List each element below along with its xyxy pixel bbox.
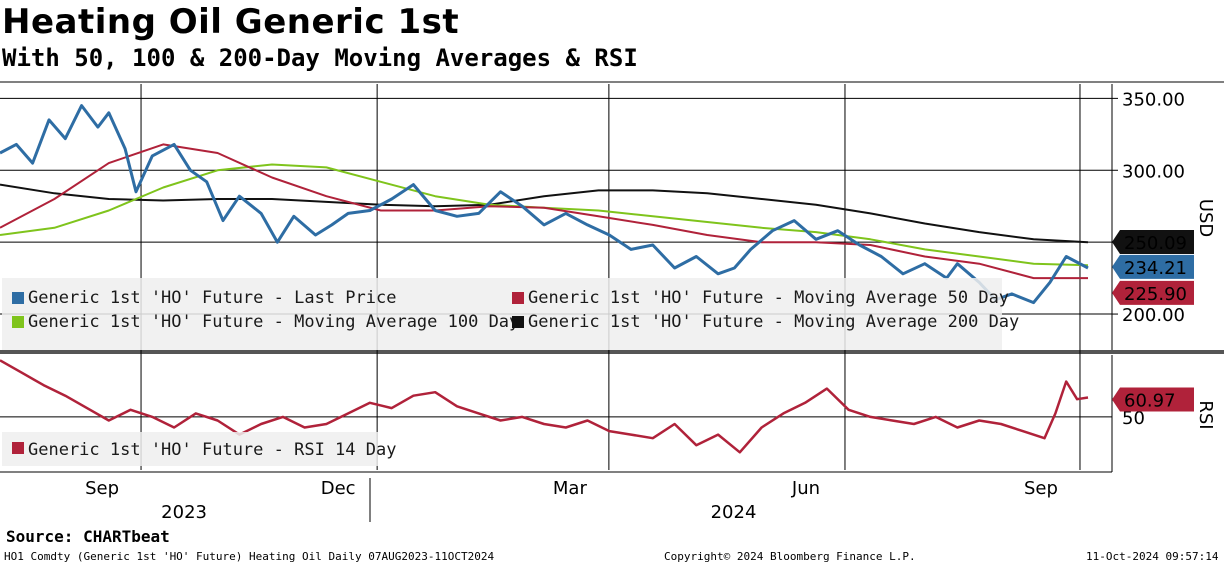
price-tick-label: 350.00 [1122,89,1185,110]
usd-axis-label: USD [1195,199,1216,237]
last-value-labels: 225.90 250.09 234.21 60.97 [1112,230,1194,412]
legend-label: Generic 1st 'HO' Future - Moving Average… [528,312,1019,332]
value-tag-bg [1112,387,1194,412]
bottom-y-axis: 50 [1122,408,1145,429]
price-series-group [0,104,1089,305]
x-axis: Sep Dec Mar Jun Sep 2023 2024 [85,478,1058,523]
bottom-legend-background [2,432,378,466]
rsi-axis-label: RSI [1195,400,1216,429]
value-tag-bg [1112,254,1194,279]
rsi-series-group [0,359,1089,454]
source-label: Source: CHARTbeat [6,527,170,546]
value-tag: 234.21 [1112,254,1194,279]
series-line-2 [0,163,1089,267]
chart-subtitle: With 50, 100 & 200-Day Moving Averages &… [2,44,638,72]
price-tick-label: 300.00 [1122,161,1185,182]
legend-swatch [12,292,24,304]
year-label: 2023 [161,502,207,523]
footer-right: 11-Oct-2024 09:57:14 [1086,550,1219,563]
series-line-3 [0,183,1089,244]
series-line-1 [0,143,1088,280]
rsi-tick-label: 50 [1122,408,1145,429]
series-line-0 [0,104,1089,305]
month-label: Sep [1024,478,1058,499]
legend-label: Generic 1st 'HO' Future - RSI 14 Day [28,440,396,460]
value-tag: 225.90 [1112,280,1194,305]
value-tag-label: 225.90 [1124,284,1187,305]
value-tag-label: 234.21 [1124,258,1187,279]
value-tag-label: 60.97 [1124,391,1176,412]
legend-swatch [512,316,524,328]
legend-swatch [12,442,24,454]
footer-center: Copyright© 2024 Bloomberg Finance L.P. [664,550,916,563]
value-tag: 60.97 [1112,387,1194,412]
month-label: Dec [321,478,356,499]
legend-label: Generic 1st 'HO' Future - Last Price [28,288,396,308]
month-label: Mar [553,478,588,499]
value-tag: 250.09 [1112,230,1194,255]
value-tag-label: 250.09 [1124,233,1187,254]
top-legend: Generic 1st 'HO' Future - Last Price Gene… [12,288,1019,332]
top-legend-background [2,278,1002,350]
legend-label: Generic 1st 'HO' Future - Moving Average… [528,288,1009,308]
rsi-line [0,359,1089,454]
value-tag-bg [1112,230,1194,255]
month-label: Sep [85,478,119,499]
month-gridlines [140,84,1081,470]
chart-title: Heating Oil Generic 1st [2,2,460,42]
legend-swatch [512,292,524,304]
price-tick-label: 200.00 [1122,305,1185,326]
footer-left: HO1 Comdty (Generic 1st 'HO' Future) Hea… [4,550,495,563]
month-label: Jun [791,478,820,499]
value-tag-bg [1112,280,1194,305]
bottom-legend: Generic 1st 'HO' Future - RSI 14 Day [12,440,396,460]
legend-label: Generic 1st 'HO' Future - Moving Average… [28,312,519,332]
legend-swatch [12,316,24,328]
year-label: 2024 [711,502,757,523]
